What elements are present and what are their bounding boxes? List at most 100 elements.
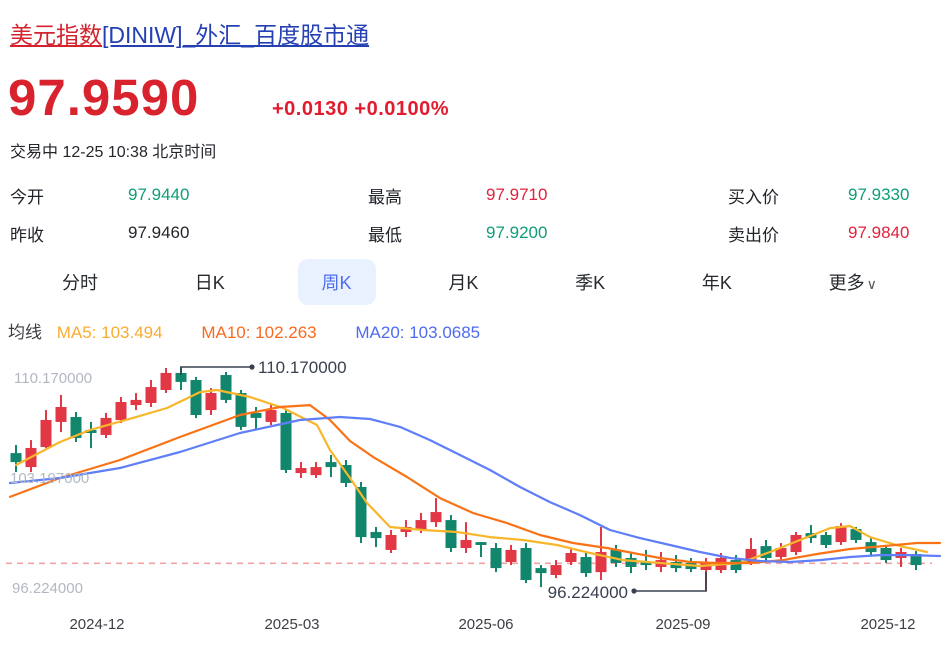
high-annotation-line [180, 366, 250, 375]
candle-body [490, 548, 502, 569]
candle-body [580, 557, 592, 574]
quote-value: 97.9200 [486, 223, 548, 242]
quote-label: 买入价 [728, 187, 779, 207]
tab-yearly-k[interactable]: 年K [701, 273, 732, 293]
candle-body [565, 552, 577, 562]
quote-summary-table: 今开 97.9440 最高 97.9710 买入价 97.9330 昨收 97.… [10, 176, 930, 252]
change-percent: +0.0100% [354, 98, 450, 120]
candle-body [85, 429, 97, 434]
candle-body [445, 520, 457, 549]
x-axis-date-label: 2025-09 [655, 616, 711, 633]
tab-quarterly-k[interactable]: 季K [575, 273, 606, 293]
quote-cell-ask: 卖出价 97.9840 [728, 221, 928, 246]
price-change: +0.0130 +0.0100% [272, 98, 449, 121]
trading-status-line: 交易中 12-25 10:38 北京时间 [10, 144, 217, 161]
quote-value: 97.9460 [128, 223, 190, 242]
quote-cell-bid: 买入价 97.9330 [728, 183, 928, 208]
candle-body [130, 399, 142, 406]
ma20-line [8, 415, 942, 564]
candle-body [775, 548, 787, 558]
quote-cell-open: 今开 97.9440 [10, 183, 368, 208]
low-annotation-text: 96.224000 [547, 583, 628, 602]
candle-body [595, 552, 607, 573]
quote-value: 97.9710 [486, 185, 548, 204]
quote-label: 卖出价 [728, 225, 779, 245]
candle-body [40, 420, 52, 447]
candle-body [250, 412, 262, 418]
low-annotation-line [636, 572, 707, 592]
chevron-down-icon: ∨ [866, 276, 877, 292]
candle-body [430, 512, 442, 523]
y-axis-label-mid: 103.197000 [10, 470, 90, 487]
candlestick-chart[interactable]: 110.170000 103.197000 96.224000 110.170000 9… [0, 350, 945, 651]
quote-value: 97.9330 [848, 185, 910, 204]
candle-body [505, 549, 517, 562]
ma20-legend: MA20: 103.0685 [355, 323, 481, 342]
candle-body [820, 535, 832, 545]
page-title-suffix: [DINIW]_外汇_百度股市通 [102, 22, 370, 48]
x-axis-date-label: 2025-03 [264, 616, 320, 633]
candle-body [835, 526, 847, 543]
ma5-legend: MA5: 103.494 [56, 323, 163, 342]
x-axis-date-label: 2024-12 [69, 616, 125, 633]
candle-body [145, 387, 157, 403]
candle-body [415, 520, 427, 531]
ma10-legend: MA10: 102.263 [201, 323, 317, 342]
candle-body [790, 535, 802, 553]
ma10-line [8, 403, 942, 565]
tab-daily-k[interactable]: 日K [194, 273, 225, 293]
page-title-stock-name: 美元指数 [10, 22, 102, 48]
low-annotation-dot [631, 588, 637, 594]
quote-cell-prev-close: 昨收 97.9460 [10, 221, 368, 246]
ma-legend-title: 均线 [8, 323, 42, 342]
candle-body [115, 402, 127, 421]
candle-body [160, 372, 172, 390]
y-axis-label-max: 110.170000 [14, 370, 93, 387]
candle-body [220, 375, 232, 400]
candle-body [55, 406, 67, 422]
candle-body [325, 462, 337, 468]
quote-value: 97.9840 [848, 223, 910, 242]
candle-body [280, 412, 292, 470]
high-annotation-dot [249, 364, 255, 370]
candle-body [520, 548, 532, 580]
candle-body [460, 539, 472, 549]
ma5-line [14, 388, 929, 568]
quote-row: 昨收 97.9460 最低 97.9200 卖出价 97.9840 [10, 214, 930, 252]
quote-cell-low: 最低 97.9200 [368, 221, 728, 246]
quote-row: 今开 97.9440 最高 97.9710 买入价 97.9330 [10, 176, 930, 214]
tab-weekly-k[interactable]: 周K [297, 259, 376, 305]
tab-minute[interactable]: 分时 [62, 273, 98, 293]
quote-label: 最高 [368, 187, 402, 207]
candle-body [265, 410, 277, 422]
quote-cell-high: 最高 97.9710 [368, 183, 728, 208]
quote-label: 今开 [10, 187, 44, 207]
high-annotation-text: 110.170000 [258, 358, 347, 377]
candle-body [175, 372, 187, 382]
x-axis-date-label: 2025-12 [860, 616, 916, 633]
candle-body [610, 549, 622, 563]
candle-body [235, 393, 247, 427]
candle-body [385, 535, 397, 550]
candle-body [535, 568, 547, 574]
tab-more[interactable]: 更多 ∨ [805, 259, 901, 305]
x-axis-date-label: 2025-06 [458, 616, 514, 633]
candle-body [475, 542, 487, 545]
chart-canvas[interactable] [0, 350, 945, 651]
tab-more-label: 更多 [828, 273, 865, 293]
quote-value: 97.9440 [128, 185, 190, 204]
candle-body [355, 486, 367, 538]
candle-body [295, 468, 307, 474]
period-tab-bar: 分时 日K 周K 月K 季K 年K 更多 ∨ [0, 258, 945, 306]
change-amount: +0.0130 [272, 98, 349, 120]
tab-monthly-k[interactable]: 月K [448, 273, 479, 293]
candle-body [730, 560, 742, 571]
candle-body [745, 548, 757, 563]
candle-body [370, 531, 382, 539]
page-title-link[interactable]: 美元指数[DINIW]_外汇_百度股市通 [10, 16, 369, 50]
candle-body [550, 565, 562, 576]
candle-body [205, 393, 217, 411]
quote-label: 昨收 [10, 225, 44, 245]
candle-body [910, 553, 922, 566]
